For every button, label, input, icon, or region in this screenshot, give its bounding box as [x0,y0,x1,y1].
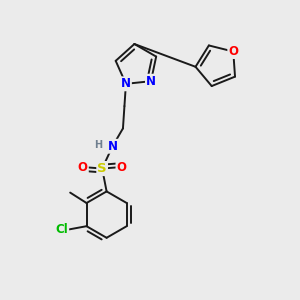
Text: O: O [78,160,88,173]
Text: N: N [121,77,131,90]
Text: O: O [116,160,127,173]
Text: O: O [228,45,238,58]
Text: Cl: Cl [56,223,68,236]
Text: N: N [146,75,156,88]
Text: H: H [94,140,102,150]
Text: N: N [107,140,118,153]
Text: S: S [97,162,107,175]
